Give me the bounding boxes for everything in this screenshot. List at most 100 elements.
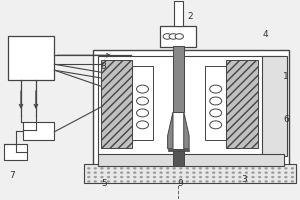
Circle shape: [225, 172, 228, 174]
Circle shape: [271, 172, 274, 174]
Bar: [173, 149, 184, 166]
Circle shape: [278, 176, 281, 178]
Circle shape: [87, 180, 90, 182]
Circle shape: [120, 180, 123, 182]
Circle shape: [210, 109, 222, 117]
Circle shape: [107, 180, 110, 182]
Circle shape: [232, 176, 235, 178]
Bar: [174, 1, 183, 26]
Circle shape: [251, 167, 254, 169]
Circle shape: [136, 109, 148, 117]
Circle shape: [245, 167, 248, 169]
Circle shape: [219, 180, 222, 182]
Circle shape: [160, 172, 163, 174]
Circle shape: [199, 180, 202, 182]
Circle shape: [140, 172, 143, 174]
Circle shape: [232, 180, 235, 182]
Circle shape: [146, 172, 149, 174]
Circle shape: [210, 85, 222, 93]
Bar: [205, 66, 226, 140]
Circle shape: [291, 172, 294, 174]
Bar: [23, 122, 54, 140]
Circle shape: [160, 180, 163, 182]
Circle shape: [133, 172, 136, 174]
Bar: [173, 46, 184, 112]
Circle shape: [210, 121, 222, 129]
Circle shape: [166, 176, 169, 178]
Circle shape: [94, 167, 97, 169]
Circle shape: [192, 180, 195, 182]
Circle shape: [114, 172, 117, 174]
Circle shape: [251, 172, 254, 174]
Circle shape: [258, 176, 261, 178]
Circle shape: [173, 172, 176, 174]
Circle shape: [212, 180, 215, 182]
Circle shape: [238, 167, 242, 169]
Circle shape: [127, 167, 130, 169]
Circle shape: [238, 180, 242, 182]
Circle shape: [114, 167, 117, 169]
Circle shape: [127, 180, 130, 182]
Circle shape: [251, 176, 254, 178]
Bar: [262, 56, 287, 156]
Circle shape: [114, 176, 117, 178]
Circle shape: [245, 180, 248, 182]
Circle shape: [173, 167, 176, 169]
Circle shape: [271, 167, 274, 169]
Circle shape: [219, 167, 222, 169]
Bar: [4, 144, 27, 160]
Circle shape: [206, 172, 208, 174]
Circle shape: [127, 172, 130, 174]
Circle shape: [291, 176, 294, 178]
Text: 5: 5: [101, 179, 106, 188]
Circle shape: [153, 172, 156, 174]
Circle shape: [245, 172, 248, 174]
Circle shape: [206, 180, 208, 182]
Circle shape: [278, 167, 281, 169]
Circle shape: [173, 180, 176, 182]
Circle shape: [212, 167, 215, 169]
Circle shape: [206, 167, 208, 169]
Circle shape: [265, 180, 268, 182]
Circle shape: [100, 167, 103, 169]
Bar: [132, 66, 153, 140]
Text: 8: 8: [101, 62, 106, 71]
Circle shape: [140, 167, 143, 169]
Circle shape: [133, 167, 136, 169]
Circle shape: [284, 176, 287, 178]
Circle shape: [153, 167, 156, 169]
Circle shape: [199, 167, 202, 169]
Circle shape: [192, 176, 195, 178]
Circle shape: [219, 172, 222, 174]
Circle shape: [136, 85, 148, 93]
Circle shape: [258, 180, 261, 182]
Text: 7: 7: [9, 171, 15, 180]
Circle shape: [133, 180, 136, 182]
Circle shape: [265, 172, 268, 174]
Circle shape: [136, 121, 148, 129]
Circle shape: [100, 176, 103, 178]
Circle shape: [271, 176, 274, 178]
Bar: [101, 60, 132, 148]
Circle shape: [163, 34, 172, 39]
Polygon shape: [184, 112, 189, 149]
Text: 2: 2: [188, 12, 193, 21]
Circle shape: [186, 180, 189, 182]
Circle shape: [179, 180, 182, 182]
Circle shape: [160, 176, 163, 178]
Circle shape: [173, 176, 176, 178]
Circle shape: [199, 176, 202, 178]
Circle shape: [284, 172, 287, 174]
Circle shape: [114, 180, 117, 182]
Circle shape: [140, 176, 143, 178]
Bar: [160, 26, 196, 47]
Circle shape: [251, 180, 254, 182]
Circle shape: [291, 180, 294, 182]
Bar: [98, 56, 284, 156]
Circle shape: [291, 167, 294, 169]
Bar: [8, 36, 54, 80]
Circle shape: [206, 176, 208, 178]
Circle shape: [179, 172, 182, 174]
Bar: [168, 149, 189, 151]
Circle shape: [146, 167, 149, 169]
